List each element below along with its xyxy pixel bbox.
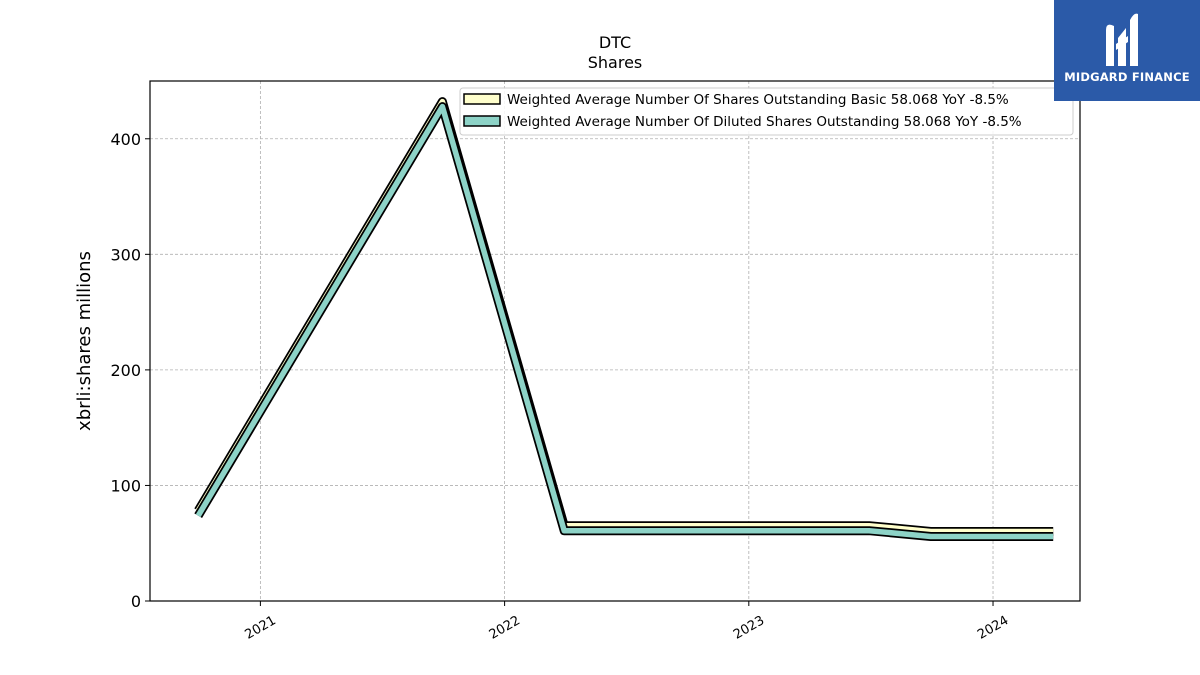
- x-tick-label: 2021: [243, 613, 279, 643]
- legend-swatch: [463, 115, 501, 127]
- plot-frame: [149, 80, 1081, 602]
- logo-text: MIDGARD FINANCE: [1064, 70, 1190, 84]
- y-axis-label: xbrli:shares millions: [74, 251, 95, 431]
- y-tick-label: 100: [110, 476, 141, 495]
- x-tick-label: 2022: [487, 613, 523, 643]
- y-tick-label: 0: [131, 592, 141, 611]
- legend-swatch: [463, 93, 501, 105]
- y-tick-label: 400: [110, 130, 141, 149]
- legend: Weighted Average Number Of Shares Outsta…: [459, 87, 1074, 136]
- y-axis: 0 100 200 300 400: [110, 130, 150, 611]
- legend-label: Weighted Average Number Of Shares Outsta…: [507, 92, 1009, 108]
- x-tick-label: 2024: [975, 613, 1011, 643]
- chart-title: DTC: [599, 33, 631, 52]
- series-line: [195, 103, 1054, 540]
- y-tick-label: 300: [110, 245, 141, 264]
- chart-subtitle: Shares: [588, 53, 643, 72]
- y-tick-label: 200: [110, 361, 141, 380]
- x-axis: 2021 2022 2023 2024: [243, 601, 1011, 643]
- series-line-outline: [194, 97, 1054, 536]
- midgard-finance-logo: MIDGARD FINANCE: [1054, 0, 1200, 101]
- x-tick-label: 2023: [731, 613, 767, 643]
- grid: [150, 81, 1080, 601]
- legend-box: [459, 87, 1074, 136]
- logo-mark-icon: [1106, 13, 1138, 67]
- legend-label: Weighted Average Number Of Diluted Share…: [507, 114, 1022, 130]
- series-line: [195, 98, 1054, 535]
- series-lines: [194, 97, 1054, 541]
- series-line-outline: [194, 102, 1054, 541]
